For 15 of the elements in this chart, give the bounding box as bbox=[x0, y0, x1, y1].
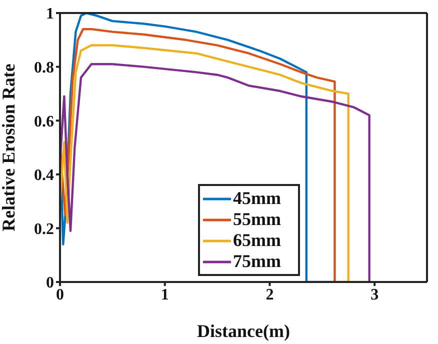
y-tick-label: 0.8 bbox=[34, 59, 54, 76]
legend-label: 55mm bbox=[233, 209, 281, 230]
y-axis-title: Relative Erosion Rate bbox=[0, 64, 18, 232]
x-tick-label: 3 bbox=[370, 286, 379, 304]
legend-label: 75mm bbox=[233, 251, 281, 272]
legend-label: 65mm bbox=[233, 230, 281, 251]
y-tick-label: 0 bbox=[46, 274, 54, 292]
y-tick-label: 0.2 bbox=[34, 220, 54, 238]
y-tick-label: 0.4 bbox=[34, 167, 54, 184]
y-tick-label: 0.6 bbox=[34, 113, 54, 130]
x-tick-label: 1 bbox=[160, 286, 169, 304]
x-axis-title: Distance(m) bbox=[197, 320, 290, 341]
y-tick-label: 1 bbox=[46, 6, 54, 23]
x-tick-label: 2 bbox=[266, 286, 274, 304]
legend-label: 45mm bbox=[233, 188, 281, 209]
